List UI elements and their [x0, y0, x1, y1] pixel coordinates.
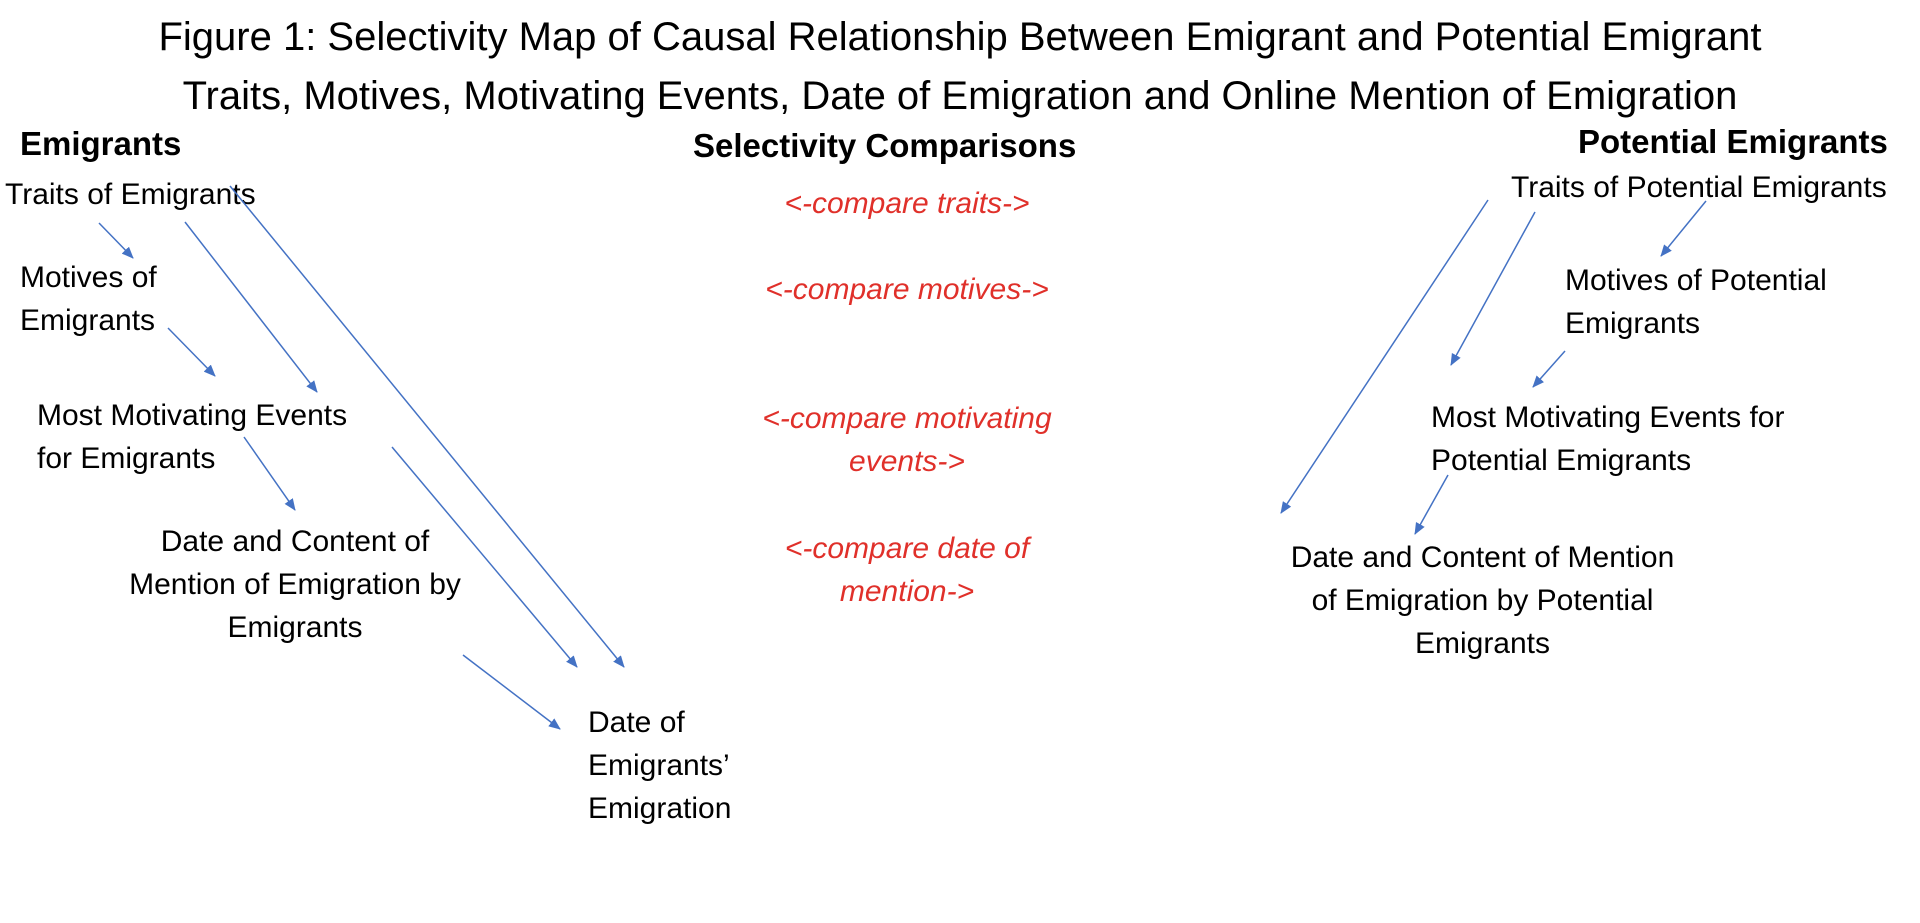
node-date-of-emigration: Date of Emigrants’ Emigration	[588, 701, 731, 830]
compare-events-line-1: <-compare motivating	[762, 402, 1052, 435]
arrow-potential-traits-to-mention	[1280, 199, 1489, 514]
node-mention-emigrants-line-2: Mention of Emigration by	[129, 568, 461, 601]
node-mention-emigrants-line-1: Date and Content of	[160, 525, 430, 558]
node-mention-potential: Date and Content of Mention of Emigratio…	[1255, 536, 1710, 665]
node-traits-of-emigrants-text: Traits of Emigrants	[5, 178, 256, 211]
arrow-events-to-mention	[243, 436, 296, 511]
compare-mention-line-2: mention->	[839, 575, 975, 608]
figure-title-line-1: Figure 1: Selectivity Map of Causal Rela…	[158, 15, 1762, 59]
node-motivating-events-potential-line-2: Potential Emigrants	[1431, 444, 1692, 477]
node-date-of-emigration-line-2: Emigrants’	[588, 749, 730, 782]
node-mention-potential-line-3: Emigrants	[1414, 627, 1551, 660]
node-mention-emigrants-line-3: Emigrants	[227, 611, 363, 644]
node-motives-of-emigrants-line-2: Emigrants	[20, 304, 156, 337]
arrow-potential-traits-to-motives	[1660, 200, 1707, 257]
arrow-traits-to-events	[184, 221, 318, 393]
node-traits-of-potential-emigrants-text: Traits of Potential Emigrants	[1511, 171, 1887, 204]
arrow-traits-to-motives	[98, 222, 134, 259]
compare-mention-line-1: <-compare date of	[784, 532, 1030, 565]
arrow-potential-events-to-mention	[1414, 474, 1449, 535]
compare-motives-text: <-compare motives->	[765, 273, 1049, 306]
figure-title: Figure 1: Selectivity Map of Causal Rela…	[0, 8, 1920, 126]
node-mention-potential-line-2: of Emigration by Potential	[1311, 584, 1654, 617]
node-motivating-events-potential: Most Motivating Events for Potential Emi…	[1431, 396, 1784, 482]
node-motives-of-potential-emigrants-line-2: Emigrants	[1565, 307, 1701, 340]
node-traits-of-potential-emigrants: Traits of Potential Emigrants	[1511, 166, 1887, 209]
arrow-mention-to-date	[462, 654, 561, 730]
header-selectivity-comparisons: Selectivity Comparisons	[693, 127, 1077, 164]
arrow-potential-traits-to-events	[1450, 211, 1536, 366]
arrow-potential-motives-to-events	[1532, 350, 1566, 388]
node-traits-of-emigrants: Traits of Emigrants	[5, 173, 256, 216]
compare-motives-label: <-compare motives->	[687, 268, 1127, 311]
header-emigrants: Emigrants	[20, 125, 182, 162]
compare-traits-text: <-compare traits->	[784, 187, 1030, 220]
compare-traits-label: <-compare traits->	[687, 182, 1127, 225]
node-motivating-events-potential-line-1: Most Motivating Events for	[1431, 401, 1785, 434]
node-motivating-events-emigrants-line-1: Most Motivating Events	[37, 399, 348, 432]
node-mention-emigrants: Date and Content of Mention of Emigratio…	[100, 520, 490, 649]
node-motivating-events-emigrants-line-2: for Emigrants	[37, 442, 216, 475]
node-motives-of-emigrants: Motives of Emigrants	[20, 256, 157, 342]
arrow-events-to-date	[391, 446, 578, 668]
node-motives-of-potential-emigrants-line-1: Motives of Potential	[1565, 264, 1827, 297]
node-date-of-emigration-line-1: Date of	[588, 706, 685, 739]
node-motives-of-emigrants-line-1: Motives of	[20, 261, 157, 294]
node-date-of-emigration-line-3: Emigration	[588, 792, 732, 825]
node-mention-potential-line-1: Date and Content of Mention	[1290, 541, 1675, 574]
compare-mention-label: <-compare date of mention->	[687, 527, 1127, 613]
compare-events-label: <-compare motivating events->	[687, 397, 1127, 483]
figure-title-line-2: Traits, Motives, Motivating Events, Date…	[182, 74, 1738, 118]
node-motives-of-potential-emigrants: Motives of Potential Emigrants	[1565, 259, 1827, 345]
header-potential-emigrants: Potential Emigrants	[1578, 123, 1888, 160]
compare-events-line-2: events->	[849, 445, 965, 478]
arrow-traits-to-date	[229, 185, 625, 668]
node-motivating-events-emigrants: Most Motivating Events for Emigrants	[37, 394, 347, 480]
arrow-motives-to-events	[167, 327, 216, 377]
